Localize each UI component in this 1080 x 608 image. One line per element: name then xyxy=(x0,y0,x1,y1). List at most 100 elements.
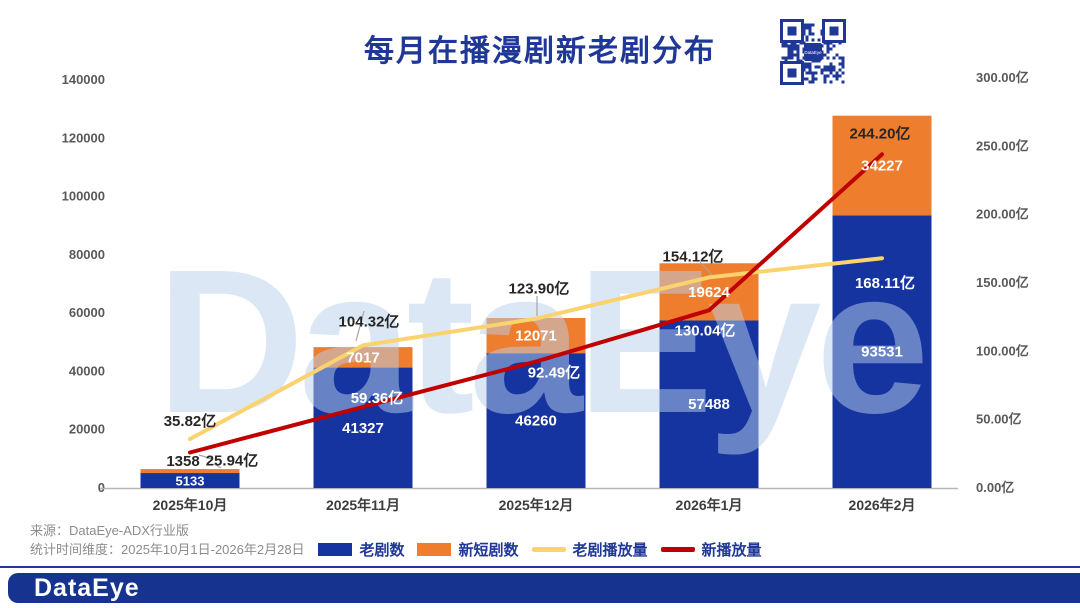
qr-module xyxy=(826,44,830,48)
line-new-plays xyxy=(188,152,884,455)
qr-module xyxy=(808,26,812,30)
qr-module xyxy=(814,71,818,75)
qr-module xyxy=(805,38,809,42)
qr-module xyxy=(829,47,833,51)
qr-module xyxy=(832,74,836,78)
qr-module xyxy=(796,47,800,51)
x-axis-label: 2025年10月 xyxy=(153,497,228,513)
qr-module xyxy=(796,53,800,57)
bar-label-new: 12071 xyxy=(515,328,557,345)
qr-module xyxy=(805,26,809,30)
legend-item-old-plays: 老剧播放量 xyxy=(531,539,648,560)
qr-module xyxy=(811,80,815,84)
qr-module xyxy=(829,80,833,84)
qr-module xyxy=(805,23,809,27)
qr-module xyxy=(822,19,846,43)
footer-divider xyxy=(0,566,1080,568)
left-axis-tick-label: 0 xyxy=(98,480,105,495)
left-axis-tick-label: 140000 xyxy=(62,72,105,87)
watermark-text: DataEye xyxy=(156,227,923,456)
bar-label-new: 1358 xyxy=(166,453,199,470)
qr-module xyxy=(784,56,788,60)
bar-label-old: 93531 xyxy=(861,344,903,361)
qr-module xyxy=(811,38,815,42)
qr-module xyxy=(805,65,809,69)
legend-swatch-new-plays xyxy=(660,547,695,552)
bar-label-old: 41327 xyxy=(342,420,384,437)
qr-module xyxy=(823,65,827,69)
source-info: 来源：DataEye-ADX行业版 统计时间维度：2025年10月1日-2026… xyxy=(30,521,305,559)
qr-module xyxy=(841,80,845,84)
legend-item-new-count: 新短剧数 xyxy=(417,539,519,560)
legend-label: 老剧播放量 xyxy=(572,542,648,559)
label-leader-line xyxy=(355,310,365,342)
source-line-1: 来源：DataEye-ADX行业版 xyxy=(30,523,189,538)
line-old-plays xyxy=(188,256,884,441)
qr-module xyxy=(820,71,824,75)
right-axis-tick-label: 200.00亿 xyxy=(976,207,1029,222)
qr-module xyxy=(835,53,839,57)
qr-module xyxy=(796,50,800,54)
qr-module xyxy=(790,44,794,48)
line-label-new-plays: 130.04亿 xyxy=(675,321,736,339)
qr-module xyxy=(808,65,812,69)
qr-module xyxy=(838,56,842,60)
qr-module xyxy=(835,71,839,75)
right-axis-tick-label: 0.00亿 xyxy=(976,480,1014,495)
qr-module xyxy=(826,56,830,60)
x-axis-label: 2026年2月 xyxy=(849,497,916,513)
qr-module xyxy=(808,80,812,84)
qr-module xyxy=(826,50,830,54)
left-axis-tick-label: 20000 xyxy=(69,422,105,437)
line-label-new-plays: 92.49亿 xyxy=(528,364,581,382)
bar-label-old: 57488 xyxy=(688,396,730,413)
x-axis-label: 2025年11月 xyxy=(326,497,400,513)
qr-module xyxy=(832,65,836,69)
legend-swatch-old-count xyxy=(318,543,353,556)
qr-module xyxy=(811,32,815,36)
qr-module xyxy=(787,56,791,60)
qr-module xyxy=(841,56,845,60)
qr-module xyxy=(817,65,821,69)
qr-module xyxy=(796,44,800,48)
right-axis-tick-label: 250.00亿 xyxy=(976,138,1029,153)
bar-segment-old xyxy=(486,353,586,488)
left-axis-tick-label: 60000 xyxy=(69,305,105,320)
label-leader-line xyxy=(699,261,713,276)
label-leader-line xyxy=(213,463,222,469)
line-label-new-plays: 59.36亿 xyxy=(351,389,404,407)
qr-module xyxy=(829,68,833,72)
left-axis-tick-label: 100000 xyxy=(62,189,105,204)
qr-module xyxy=(841,59,845,63)
qr-module xyxy=(826,68,830,72)
qr-module xyxy=(808,62,812,66)
qr-module xyxy=(805,77,809,81)
left-axis-tick-label: 80000 xyxy=(69,247,105,262)
chart-title: 每月在播漫剧新老剧分布 xyxy=(364,35,716,68)
qr-module xyxy=(808,68,812,72)
qr-center-label: DataEye xyxy=(804,50,822,55)
line-label-old-plays: 123.90亿 xyxy=(509,280,570,298)
qr-module xyxy=(832,56,836,60)
qr-module xyxy=(787,44,791,48)
qr-module xyxy=(808,23,812,27)
dataeye-logo: DataEye xyxy=(34,573,140,602)
qr-module xyxy=(796,56,800,60)
qr-module xyxy=(838,68,842,72)
legend-swatch-new-count xyxy=(417,543,452,556)
qr-module xyxy=(832,68,836,72)
qr-module xyxy=(841,62,845,66)
bar-label-new: 7017 xyxy=(346,349,379,366)
legend-label: 新短剧数 xyxy=(458,542,519,559)
x-axis-label: 2026年1月 xyxy=(676,497,743,513)
bar-label-new: 19624 xyxy=(688,284,730,301)
bar-label-old: 5133 xyxy=(176,474,205,489)
qr-module xyxy=(808,29,812,33)
qr-module xyxy=(781,56,785,60)
qr-module xyxy=(829,65,833,69)
legend-swatch-old-plays xyxy=(531,547,566,552)
right-axis-tick-label: 50.00亿 xyxy=(976,412,1022,427)
line-label-old-plays: 35.82亿 xyxy=(164,412,217,430)
